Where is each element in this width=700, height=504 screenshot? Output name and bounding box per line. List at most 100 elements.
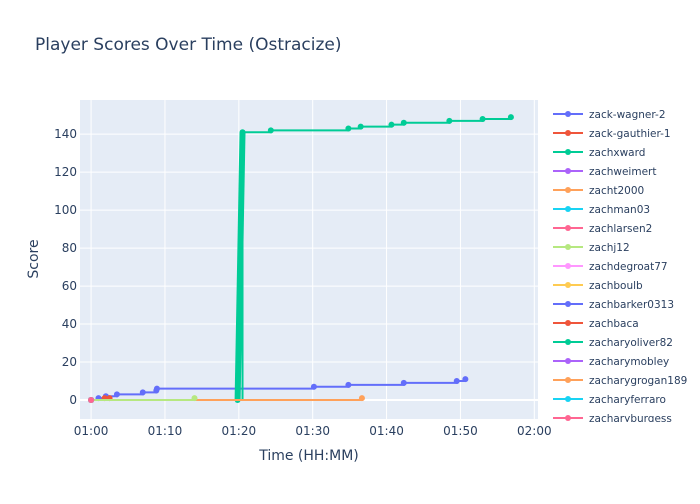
legend-label: zachboulb xyxy=(589,280,643,292)
legend-label: zack-wagner-2 xyxy=(589,109,666,121)
legend-item[interactable]: zacharymobley xyxy=(553,356,669,368)
legend-label: zachxward xyxy=(589,147,645,159)
legend-swatch-marker xyxy=(565,301,571,307)
data-point xyxy=(446,117,453,124)
legend-label: zacharyferraro xyxy=(589,394,666,406)
legend-item[interactable]: zack-gauthier-1 xyxy=(553,128,671,140)
legend-item[interactable]: zachbaca xyxy=(553,318,639,330)
x-tick-label: 01:30 xyxy=(295,424,330,438)
data-point xyxy=(191,395,198,402)
legend-label: zachdegroat77 xyxy=(589,261,668,273)
data-point xyxy=(239,129,246,136)
data-point xyxy=(400,379,407,386)
legend-item[interactable]: zachlarsen2 xyxy=(553,223,652,235)
data-point xyxy=(345,125,352,132)
data-point xyxy=(358,395,365,402)
x-tick-label: 01:20 xyxy=(222,424,257,438)
legend-item[interactable]: zacharyoliver82 xyxy=(553,337,673,349)
data-point xyxy=(88,397,95,404)
data-point xyxy=(113,391,120,398)
x-tick-label: 01:10 xyxy=(148,424,183,438)
x-axis-ticks: 01:00 01:10 01:20 01:30 01:40 01:50 02:00 xyxy=(74,424,552,438)
legend-label: zachlarsen2 xyxy=(589,223,652,235)
y-tick-label: 120 xyxy=(54,165,77,179)
x-tick-label: 01:00 xyxy=(74,424,109,438)
legend-item[interactable]: zachboulb xyxy=(553,280,643,292)
series-jump xyxy=(234,132,246,401)
legend-swatch-marker xyxy=(565,282,571,288)
y-tick-label: 80 xyxy=(62,241,77,255)
legend-swatch-marker xyxy=(565,187,571,193)
legend-swatch-marker xyxy=(565,206,571,212)
x-tick-label: 02:00 xyxy=(517,424,552,438)
data-point xyxy=(345,381,352,388)
x-axis-label: Time (HH:MM) xyxy=(258,448,359,464)
legend-swatch-marker xyxy=(565,415,571,421)
legend-label: zacharyoliver82 xyxy=(589,337,673,349)
legend-item[interactable]: zachxward xyxy=(553,147,645,159)
legend-label: zachbarker0313 xyxy=(589,299,674,311)
legend[interactable]: zack-wagner-2 zack-gauthier-1 zachxward zac… xyxy=(553,109,687,425)
legend-swatch-marker xyxy=(565,244,571,250)
y-tick-label: 40 xyxy=(62,317,77,331)
legend-label: zachweimert xyxy=(589,166,656,178)
y-tick-label: 0 xyxy=(69,393,77,407)
data-point xyxy=(479,115,486,122)
legend-item[interactable]: zacharyburgess xyxy=(553,413,672,425)
data-point xyxy=(357,123,364,130)
legend-label: zacharyburgess xyxy=(589,413,672,425)
series-zachxward xyxy=(234,114,514,404)
data-point xyxy=(400,119,407,126)
data-point xyxy=(462,376,469,383)
data-point xyxy=(139,389,146,396)
legend-label: zachman03 xyxy=(589,204,650,216)
legend-item[interactable]: zachman03 xyxy=(553,204,650,216)
data-point xyxy=(453,378,460,385)
legend-swatch-marker xyxy=(565,396,571,402)
legend-swatch-marker xyxy=(565,263,571,269)
legend-swatch-marker xyxy=(565,111,571,117)
legend-label: zack-gauthier-1 xyxy=(589,128,671,140)
legend-items: zack-wagner-2 zack-gauthier-1 zachxward zac… xyxy=(553,109,687,425)
legend-item[interactable]: zacharygrogan189 xyxy=(553,375,687,387)
legend-swatch-marker xyxy=(565,339,571,345)
legend-label: zachbaca xyxy=(589,318,639,330)
legend-item[interactable]: zack-wagner-2 xyxy=(553,109,666,121)
data-point xyxy=(153,385,160,392)
legend-swatch-marker xyxy=(565,320,571,326)
legend-label: zacht2000 xyxy=(589,185,644,197)
legend-item[interactable]: zachdegroat77 xyxy=(553,261,668,273)
legend-item[interactable]: zacharyferraro xyxy=(553,394,666,406)
y-tick-label: 20 xyxy=(62,355,77,369)
legend-swatch-marker xyxy=(565,225,571,231)
series-layer xyxy=(88,114,514,404)
y-axis-label: Score xyxy=(26,239,42,278)
legend-item[interactable]: zachbarker0313 xyxy=(553,299,674,311)
legend-label: zachj12 xyxy=(589,242,630,254)
legend-swatch-marker xyxy=(565,358,571,364)
legend-label: zacharygrogan189 xyxy=(589,375,687,387)
legend-label: zacharymobley xyxy=(589,356,669,368)
data-point xyxy=(310,383,317,390)
x-tick-label: 01:40 xyxy=(369,424,404,438)
y-tick-label: 60 xyxy=(62,279,77,293)
data-point xyxy=(507,114,514,121)
y-tick-label: 140 xyxy=(54,127,77,141)
y-axis-ticks: 0 20 40 60 80 100 120 140 xyxy=(54,127,77,407)
plot-area xyxy=(80,100,538,419)
data-point xyxy=(388,121,395,128)
data-point xyxy=(267,127,274,134)
legend-swatch-marker xyxy=(565,377,571,383)
legend-swatch-marker xyxy=(565,168,571,174)
legend-item[interactable]: zacht2000 xyxy=(553,185,644,197)
legend-swatch-marker xyxy=(565,149,571,155)
series-zacharyburgess xyxy=(88,397,95,404)
chart-title: Player Scores Over Time (Ostracize) xyxy=(35,35,342,55)
legend-swatch-marker xyxy=(565,130,571,136)
legend-item[interactable]: zachj12 xyxy=(553,242,630,254)
legend-item[interactable]: zachweimert xyxy=(553,166,656,178)
y-tick-label: 100 xyxy=(54,203,77,217)
x-tick-label: 01:50 xyxy=(443,424,478,438)
